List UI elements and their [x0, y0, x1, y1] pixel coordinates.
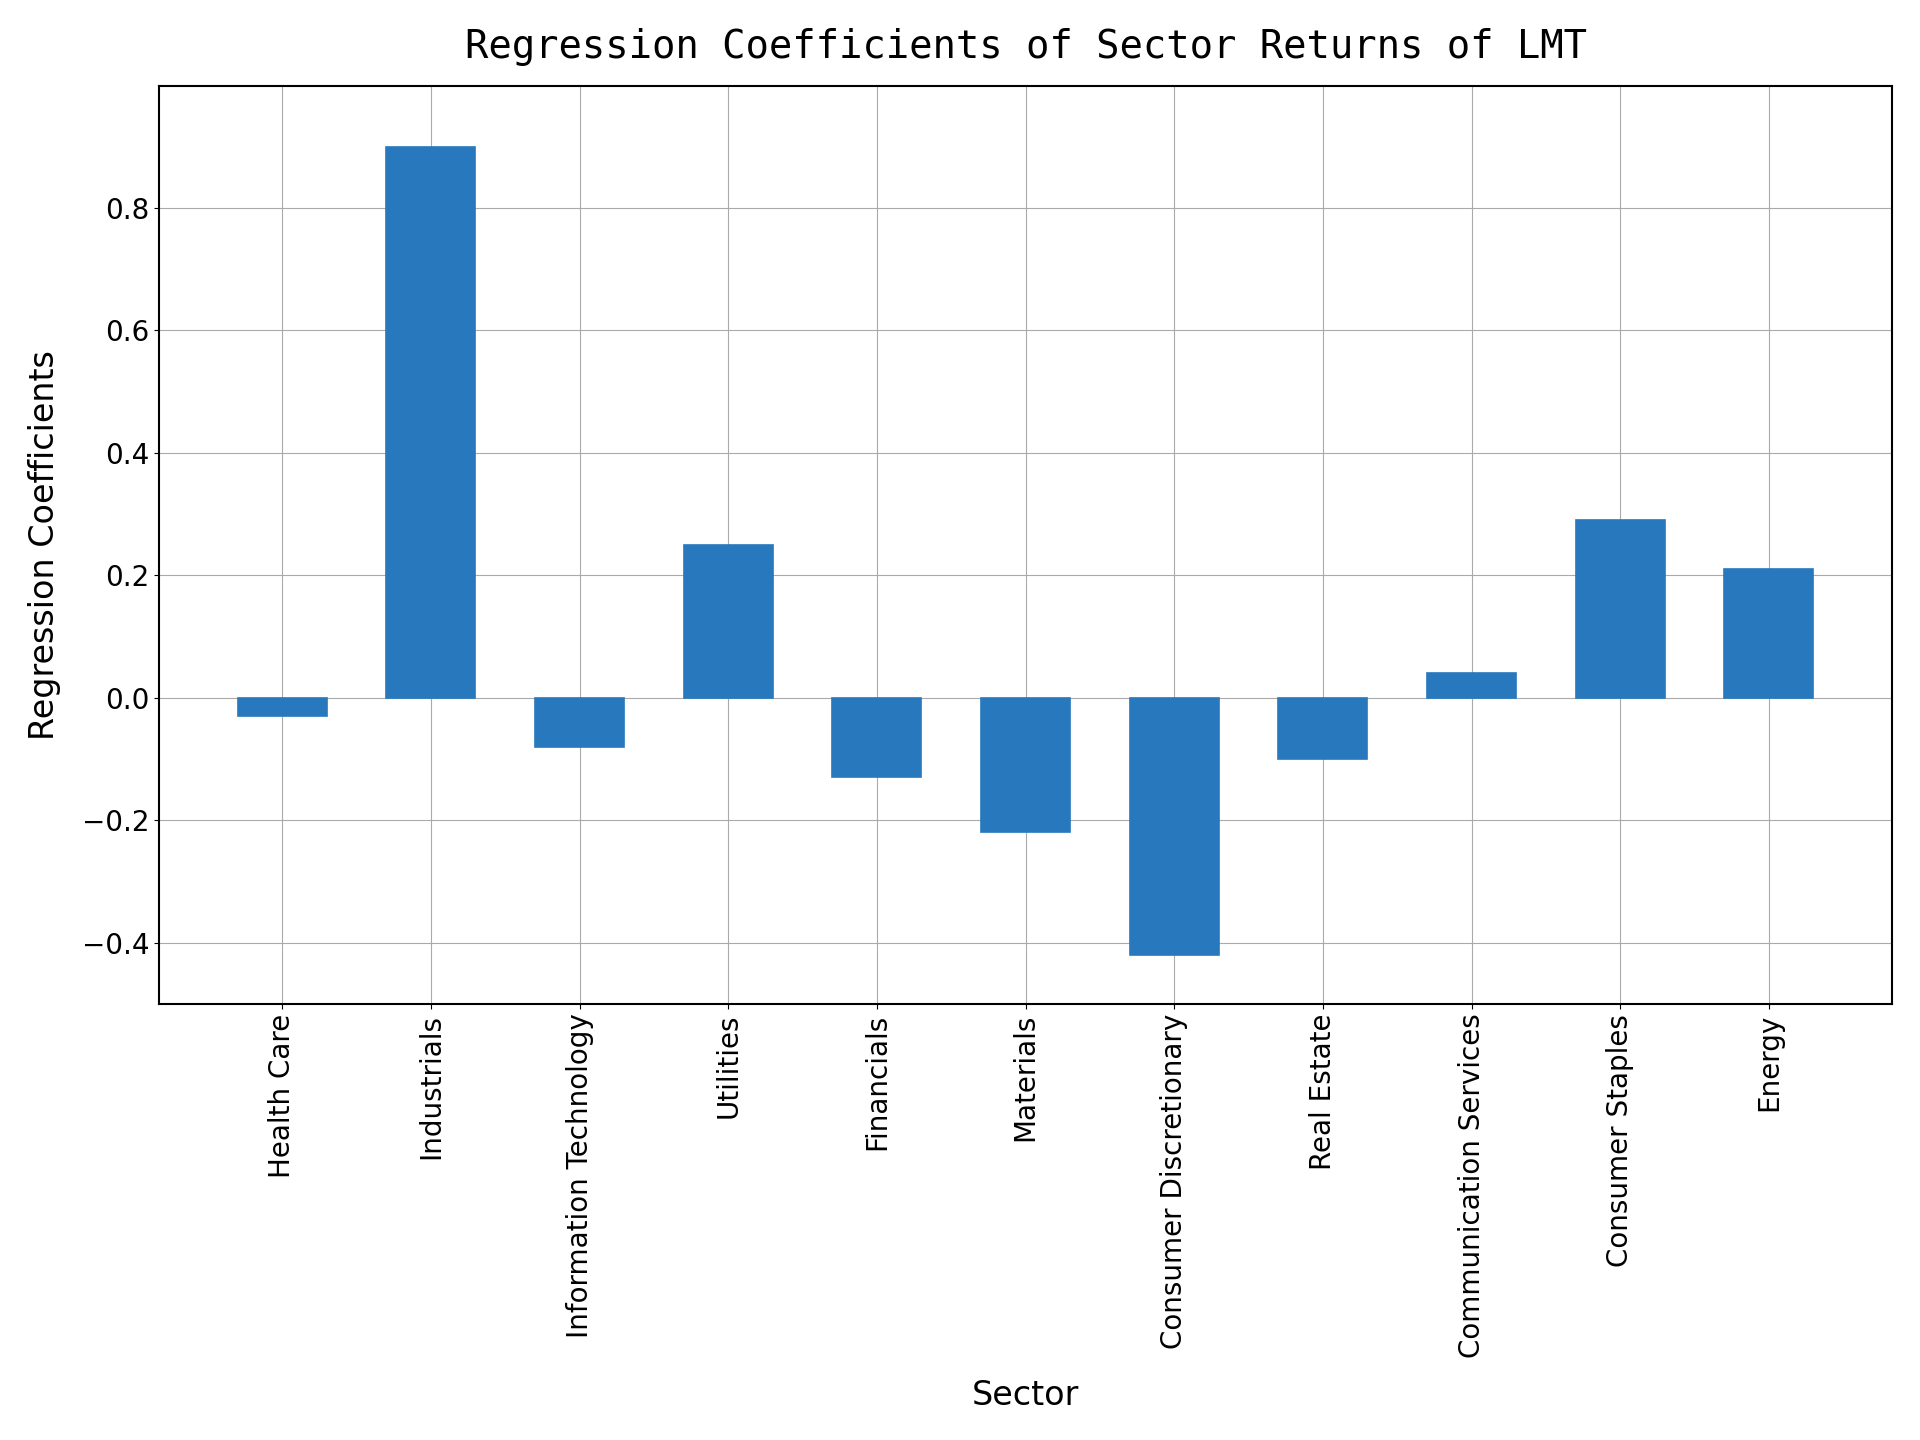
Bar	[1279, 698, 1367, 759]
Bar	[1724, 569, 1812, 698]
Bar	[1427, 674, 1517, 698]
Bar	[536, 698, 624, 747]
Bar	[386, 147, 476, 698]
Title: Regression Coefficients of Sector Returns of LMT: Regression Coefficients of Sector Return…	[465, 27, 1586, 66]
Bar	[831, 698, 922, 778]
Bar	[1129, 698, 1219, 955]
Bar	[684, 544, 774, 698]
Y-axis label: Regression Coefficients: Regression Coefficients	[27, 350, 61, 740]
Bar	[981, 698, 1069, 832]
X-axis label: Sector: Sector	[972, 1380, 1079, 1413]
Bar	[238, 698, 326, 716]
Bar	[1576, 520, 1665, 698]
